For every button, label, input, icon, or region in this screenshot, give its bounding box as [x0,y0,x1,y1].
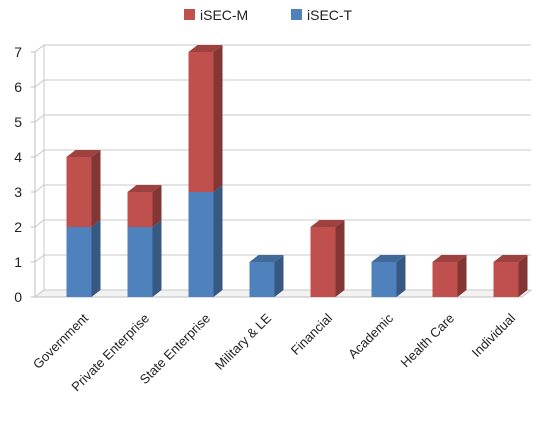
x-tick-label: Individual [469,310,519,360]
y-tick-label: 0 [14,289,22,305]
bar-side-isec-t [91,220,101,297]
bar-top-isec-t [371,255,406,262]
x-tick-label: Academic [345,310,396,361]
gridline-side [34,44,45,53]
y-tick-label: 5 [14,114,22,130]
gridline-side [34,219,45,228]
bar-side-isec-m [152,185,162,227]
y-tick-label: 1 [14,254,22,270]
y-tick-label: 7 [14,44,22,60]
bar-top-isec-m [493,255,528,262]
bar-isec-m [66,157,92,227]
bar-isec-m [432,262,458,297]
gridlines [34,44,531,298]
gridline-side [34,149,45,158]
bar-isec-t [66,227,92,297]
bar-side-isec-m [335,220,345,297]
bar-side-isec-m [457,255,467,297]
gridline-side [34,254,45,263]
gridline-side [34,184,45,193]
x-tick-label: Health Care [397,311,457,371]
bar-side-isec-t [274,255,284,297]
bar-side-isec-m [91,150,101,227]
bar-side-isec-t [396,255,406,297]
bar-side-isec-m [213,45,223,192]
bar-isec-m [188,52,214,192]
bar-top-isec-m [310,220,345,227]
y-tick-label: 3 [14,184,22,200]
gridline-side [34,79,45,88]
y-tick-label: 6 [14,79,22,95]
bar-top-isec-m [432,255,467,262]
y-tick-label: 4 [14,149,22,165]
bar-isec-m [127,192,153,227]
bar-side-isec-t [152,220,162,297]
bar-top-isec-m [66,150,101,157]
y-tick-label: 2 [14,219,22,235]
legend-label-isec-t: iSEC-T [307,7,353,23]
bar-top-isec-m [127,185,162,192]
x-tick-label: Military & LE [212,310,274,372]
bars [66,45,528,297]
bar-isec-t [249,262,275,297]
bar-side-isec-t [213,185,223,297]
legend-swatch-isec-m [184,9,195,20]
bar-isec-t [371,262,397,297]
legend: iSEC-M iSEC-T [184,7,353,23]
bar-top-isec-m [188,45,223,52]
bar-side-isec-m [518,255,528,297]
bar-isec-t [127,227,153,297]
y-tick-labels: 0 1 2 3 4 5 6 7 [14,44,22,305]
bar-isec-t [188,192,214,297]
gridline-side [34,114,45,123]
legend-swatch-isec-t [291,9,302,20]
bar-top-isec-t [249,255,284,262]
bar-isec-m [493,262,519,297]
x-tick-label: Financial [288,310,335,357]
legend-label-isec-m: iSEC-M [200,7,248,23]
bar-isec-m [310,227,336,297]
x-tick-label: Government [30,310,91,371]
